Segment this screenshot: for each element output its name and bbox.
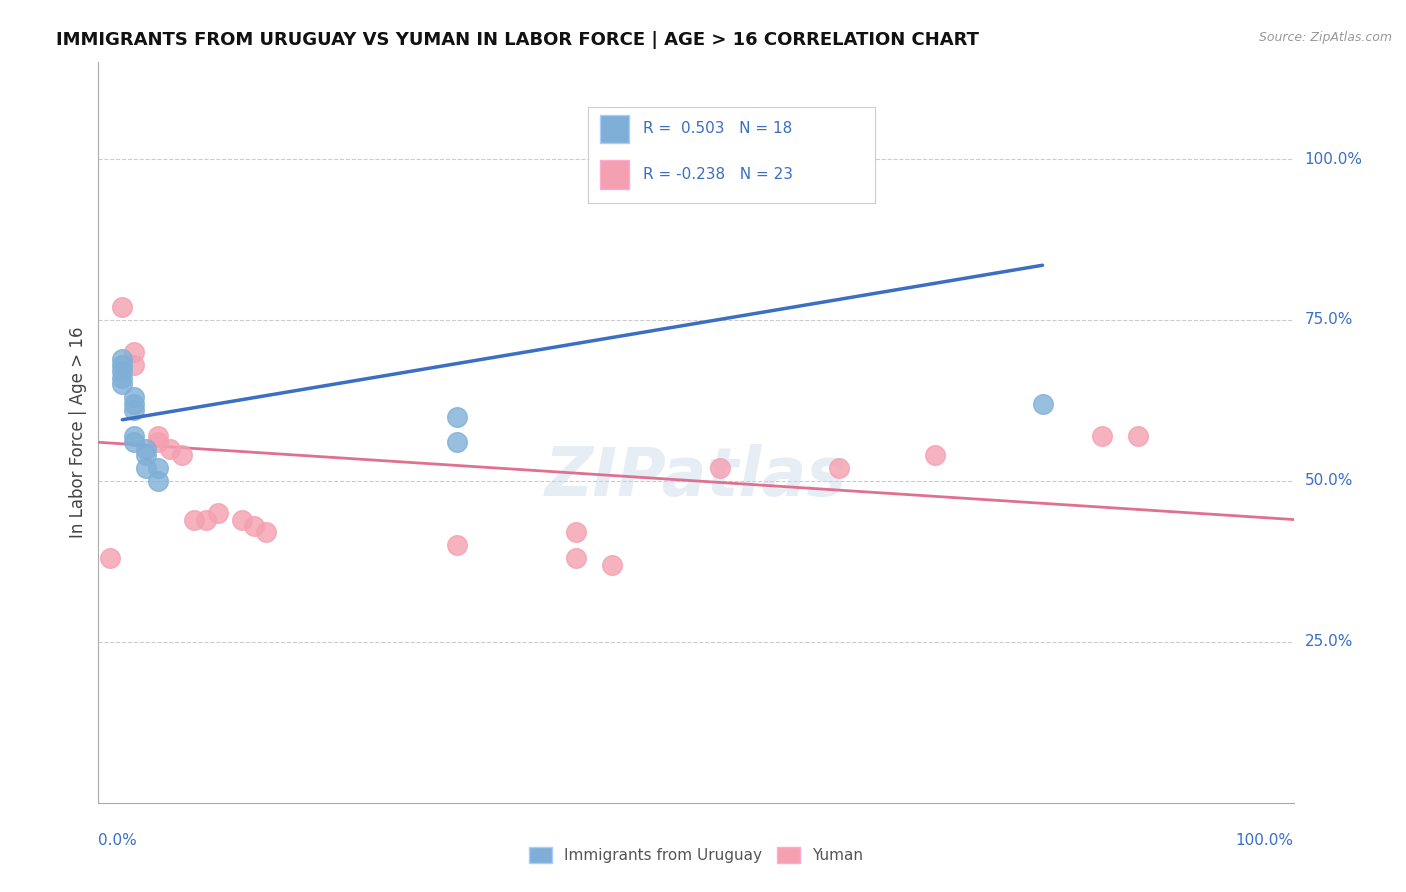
Point: [135, 461, 157, 475]
Point: [1128, 429, 1150, 443]
Point: [828, 461, 851, 475]
Point: [183, 512, 205, 526]
Point: [111, 300, 134, 314]
Point: [111, 377, 134, 392]
Point: [111, 358, 134, 372]
Point: [124, 397, 146, 411]
Text: 50.0%: 50.0%: [1305, 474, 1353, 489]
Point: [207, 506, 229, 520]
Point: [446, 409, 468, 424]
Text: 0.0%: 0.0%: [98, 833, 138, 848]
Point: [565, 551, 588, 566]
Point: [254, 525, 277, 540]
Point: [148, 474, 170, 488]
Text: 25.0%: 25.0%: [1305, 634, 1353, 649]
Point: [148, 429, 170, 443]
Point: [1091, 429, 1114, 443]
Point: [709, 461, 731, 475]
Text: 100.0%: 100.0%: [1236, 833, 1294, 848]
Point: [924, 448, 946, 462]
Point: [111, 351, 134, 366]
Point: [195, 512, 218, 526]
Point: [111, 371, 134, 385]
Point: [148, 435, 170, 450]
Point: [231, 512, 253, 526]
Point: [148, 461, 170, 475]
Text: ZIPatlas: ZIPatlas: [546, 444, 846, 510]
Point: [124, 403, 146, 417]
Point: [446, 538, 468, 552]
Point: [135, 442, 157, 456]
Legend: Immigrants from Uruguay, Yuman: Immigrants from Uruguay, Yuman: [523, 841, 869, 869]
Text: 100.0%: 100.0%: [1305, 152, 1362, 167]
Text: Source: ZipAtlas.com: Source: ZipAtlas.com: [1258, 31, 1392, 45]
Y-axis label: In Labor Force | Age > 16: In Labor Force | Age > 16: [69, 326, 87, 539]
Text: IMMIGRANTS FROM URUGUAY VS YUMAN IN LABOR FORCE | AGE > 16 CORRELATION CHART: IMMIGRANTS FROM URUGUAY VS YUMAN IN LABO…: [56, 31, 979, 49]
Text: 75.0%: 75.0%: [1305, 312, 1353, 327]
Point: [135, 448, 157, 462]
Point: [98, 551, 122, 566]
Point: [124, 358, 146, 372]
Point: [1032, 397, 1054, 411]
Point: [124, 435, 146, 450]
Point: [124, 390, 146, 404]
Point: [446, 435, 468, 450]
Point: [124, 429, 146, 443]
Point: [124, 345, 146, 359]
Point: [111, 364, 134, 378]
Point: [565, 525, 588, 540]
Point: [243, 519, 266, 533]
Point: [159, 442, 181, 456]
Point: [602, 558, 624, 572]
Point: [172, 448, 194, 462]
